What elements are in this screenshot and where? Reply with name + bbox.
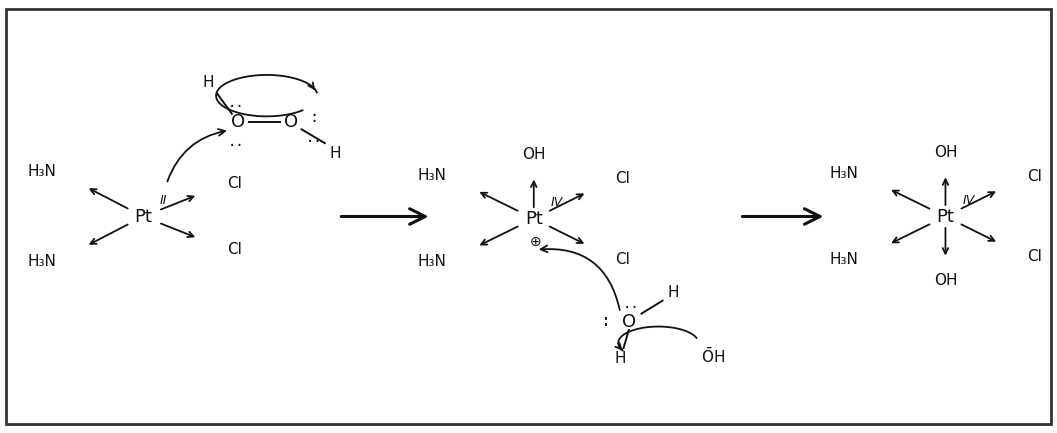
Text: Cl: Cl: [227, 242, 242, 257]
Text: $\mathdefault{\bar{O}}$H: $\mathdefault{\bar{O}}$H: [701, 347, 725, 366]
Text: H₃N: H₃N: [418, 168, 447, 184]
Text: H₃N: H₃N: [27, 164, 56, 179]
Text: H: H: [330, 146, 341, 162]
Text: Cl: Cl: [1026, 249, 1041, 265]
Text: O: O: [622, 313, 636, 331]
Text: Pt: Pt: [525, 210, 542, 228]
Text: H₃N: H₃N: [418, 254, 447, 269]
Text: Cl: Cl: [1026, 168, 1041, 184]
Text: O: O: [284, 113, 298, 130]
Text: Cl: Cl: [227, 176, 242, 191]
Text: H: H: [667, 284, 679, 300]
Text: O: O: [231, 113, 245, 130]
Text: Pt: Pt: [937, 207, 954, 226]
Text: Cl: Cl: [615, 171, 630, 186]
Text: ..: ..: [305, 131, 322, 145]
Text: IV: IV: [962, 194, 975, 207]
Text: H₃N: H₃N: [27, 254, 56, 269]
Text: ..: ..: [623, 297, 639, 311]
Text: OH: OH: [933, 273, 958, 288]
Text: Pt: Pt: [134, 207, 152, 226]
Text: II: II: [160, 194, 168, 207]
Text: OH: OH: [522, 147, 545, 162]
Text: OH: OH: [933, 145, 958, 160]
Text: H: H: [203, 75, 215, 90]
Text: H: H: [614, 352, 626, 366]
Text: ⊕: ⊕: [530, 236, 541, 249]
Text: H₃N: H₃N: [830, 252, 858, 267]
Text: ..: ..: [227, 97, 244, 110]
Text: Cl: Cl: [615, 252, 630, 267]
Text: H₃N: H₃N: [830, 166, 858, 181]
Text: :: :: [600, 312, 611, 330]
Text: :: :: [310, 110, 319, 125]
Text: ..: ..: [227, 135, 244, 149]
Text: IV: IV: [551, 196, 563, 209]
